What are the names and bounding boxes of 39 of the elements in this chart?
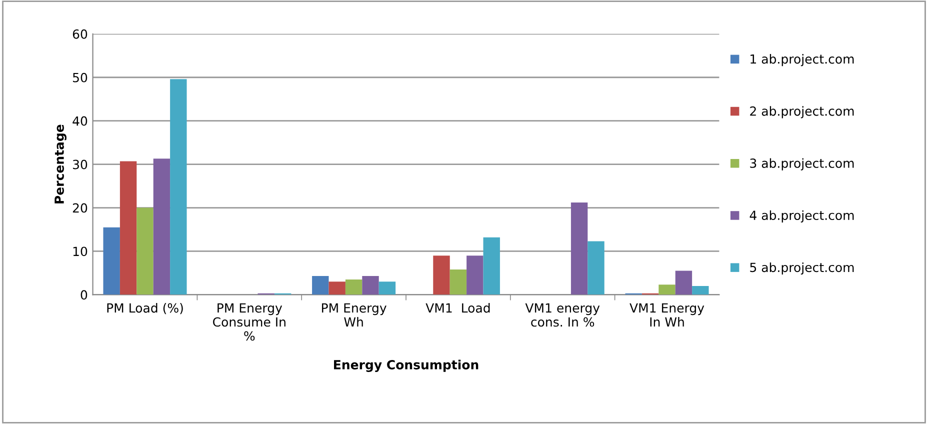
x-axis-title: Energy Consumption [334, 360, 478, 372]
y-tick-label: 20 [72, 203, 88, 213]
bar [433, 256, 450, 295]
bar [136, 208, 154, 295]
bar [378, 282, 396, 295]
bar [675, 270, 692, 295]
y-axis-title: Percentage [54, 124, 66, 204]
bar [692, 286, 709, 295]
legend-label: 1 ab.project.com [750, 54, 854, 66]
bar [658, 284, 676, 295]
bar [588, 241, 604, 295]
y-tick-label: 40 [72, 116, 88, 126]
bar [345, 279, 362, 295]
y-tick-label: 60 [72, 29, 88, 39]
legend-label: 2 ab.project.com [750, 106, 854, 118]
x-tick-label: PM Energy Consume In % [213, 303, 286, 341]
bar [328, 282, 346, 295]
y-tick-label: 10 [73, 246, 88, 256]
bar [362, 276, 379, 295]
x-tick-label: PM Load (%) [107, 303, 183, 314]
x-tick-label: VM1 energy cons. In % [525, 303, 600, 327]
bar [570, 202, 588, 295]
legend-label: 5 ab.project.com [750, 262, 854, 275]
y-tick-label: 30 [72, 160, 88, 170]
bar [312, 276, 329, 295]
x-tick-label: VM1 Energy In Wh [630, 303, 704, 327]
x-tick-label: PM Energy Wh [322, 303, 386, 327]
y-tick-label: 0 [80, 290, 88, 300]
bar [483, 237, 500, 295]
legend-label: 4 ab.project.com [750, 210, 854, 222]
y-tick-label: 50 [72, 72, 88, 82]
bar [120, 161, 137, 295]
bar [153, 158, 170, 295]
bar [170, 79, 187, 295]
legend-label: 3 ab.project.com [750, 158, 854, 170]
bar [466, 256, 484, 295]
bar [103, 227, 120, 295]
x-tick-label: VM1 Load [426, 303, 490, 313]
bar [450, 269, 467, 295]
